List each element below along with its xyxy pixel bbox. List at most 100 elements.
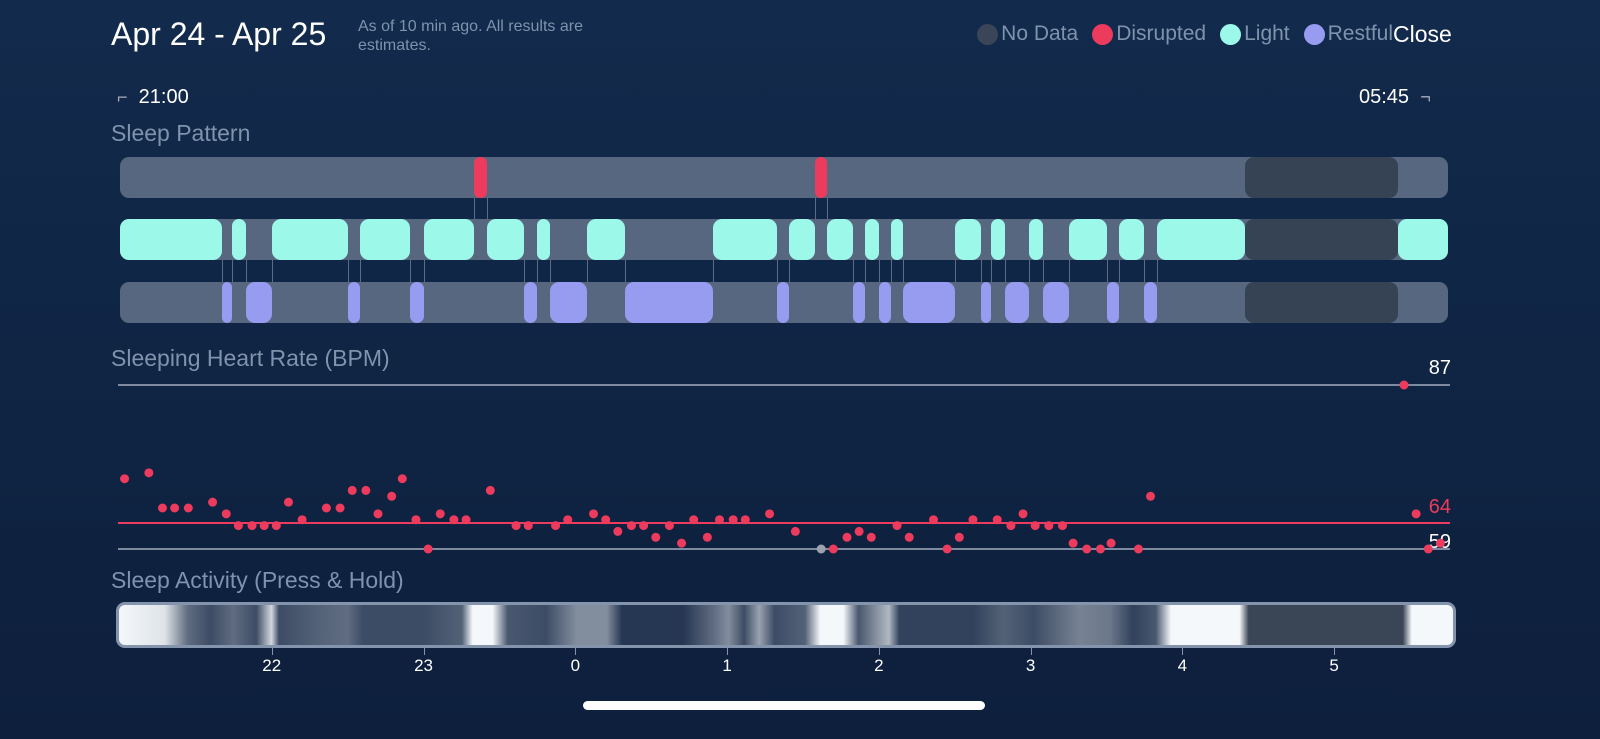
heart-rate-point — [854, 526, 864, 536]
light-segment — [1156, 219, 1245, 260]
restful-segment — [523, 282, 538, 323]
heart-rate-point — [1146, 491, 1156, 501]
heart-rate-point — [740, 515, 750, 525]
restful-segment — [221, 282, 233, 323]
heart-rate-point — [892, 521, 902, 531]
disrupted-dot-icon — [1092, 23, 1114, 45]
heart-rate-point — [361, 485, 371, 495]
heart-rate-point — [1095, 544, 1105, 554]
light-segment — [232, 219, 246, 260]
heart-rate-point — [1399, 380, 1409, 390]
transition-connector — [587, 260, 589, 282]
heart-rate-point — [387, 491, 397, 501]
light-segment — [537, 219, 550, 260]
home-indicator[interactable] — [583, 701, 985, 710]
light-segment — [487, 219, 524, 260]
heart-rate-point — [601, 515, 611, 525]
light-segment — [827, 219, 854, 260]
heart-rate-point — [639, 521, 649, 531]
heart-rate-point — [1018, 509, 1028, 519]
heart-rate-point — [842, 532, 852, 542]
transition-connector — [853, 260, 855, 282]
avg-label: 64 — [1429, 496, 1451, 518]
transition-connector — [409, 260, 411, 282]
transition-connector — [549, 260, 551, 282]
legend-no-data: No Data — [977, 22, 1078, 46]
heart-rate-point — [1435, 538, 1445, 548]
heart-rate-point — [221, 509, 231, 519]
heart-rate-point — [347, 485, 357, 495]
heart-rate-point — [1030, 521, 1040, 531]
heart-rate-point — [1106, 538, 1116, 548]
heart-rate-point — [664, 521, 674, 531]
estimate-note: As of 10 min ago. All results are estima… — [358, 18, 583, 54]
sleep-activity-bar[interactable] — [116, 602, 1456, 648]
date-range-title: Apr 24 - Apr 25 — [111, 16, 327, 52]
heart-rate-point — [157, 503, 167, 513]
transition-connector — [865, 260, 867, 282]
x-tick-label: 3 — [1025, 656, 1036, 675]
heart-rate-point — [651, 532, 661, 542]
light-segment — [954, 219, 981, 260]
transition-connector — [903, 260, 905, 282]
legend-label: No Data — [1001, 22, 1079, 45]
heart-rate-point — [259, 521, 269, 531]
legend-disrupted: Disrupted — [1092, 22, 1206, 46]
transition-connector — [980, 260, 982, 282]
light-segment — [1068, 219, 1107, 260]
start-time-label: 21:00 — [138, 86, 189, 108]
max-label: 87 — [1429, 357, 1451, 379]
light-segment — [1397, 219, 1448, 260]
light-segment — [423, 219, 474, 260]
light-segment — [1118, 219, 1145, 260]
heart-rate-point — [765, 509, 775, 519]
heart-rate-point — [1133, 544, 1143, 554]
heart-rate-point — [120, 474, 130, 484]
x-tick-label: 0 — [570, 656, 581, 675]
x-tick-label: 5 — [1329, 656, 1339, 675]
heart-rate-point — [170, 503, 180, 513]
transition-connector — [815, 198, 817, 219]
heart-rate-point — [928, 515, 938, 525]
no-data-segment — [1244, 157, 1398, 198]
transition-connector — [777, 260, 779, 282]
x-tick-label: 22 — [262, 656, 282, 675]
end-bracket-icon: ¬ — [1420, 87, 1431, 107]
heart-rate-point — [423, 544, 433, 554]
heart-rate-point — [335, 503, 345, 513]
x-tick — [1334, 647, 1336, 655]
restful-segment — [777, 282, 790, 323]
x-tick — [1030, 647, 1032, 655]
transition-connector — [878, 260, 880, 282]
transition-connector — [789, 260, 791, 282]
heart-rate-point — [1423, 544, 1433, 554]
transition-connector — [625, 260, 627, 282]
heart-rate-point — [702, 532, 712, 542]
heart-rate-point — [461, 515, 471, 525]
heart-rate-point — [144, 468, 154, 478]
light-segment — [865, 219, 879, 260]
end-time-label: 05:45 — [1359, 86, 1410, 108]
transition-connector — [1042, 260, 1044, 282]
heart-rate-point — [1058, 521, 1068, 531]
sleep-pattern-heading: Sleep Pattern — [111, 120, 251, 146]
close-button[interactable]: Close — [1393, 21, 1452, 47]
transition-connector — [1029, 260, 1031, 282]
start-time: ⌐ 21:00 — [117, 86, 189, 109]
end-time: 05:45 ¬ — [1359, 86, 1431, 109]
transition-connector — [1004, 260, 1006, 282]
restful-segment — [1144, 282, 1157, 323]
restful-segment — [549, 282, 588, 323]
heart-rate-point — [1044, 521, 1054, 531]
heart-rate-point — [613, 526, 623, 536]
restful-segment — [625, 282, 714, 323]
start-bracket-icon: ⌐ — [117, 87, 128, 107]
heart-rate-point — [1082, 544, 1092, 554]
transition-connector — [523, 260, 525, 282]
heart-rate-heading: Sleeping Heart Rate (BPM) — [111, 345, 390, 371]
heart-rate-point — [589, 509, 599, 519]
transition-connector — [359, 260, 361, 282]
heart-rate-point — [511, 521, 521, 531]
transition-connector — [954, 260, 956, 282]
legend-label: Disrupted — [1116, 22, 1207, 45]
